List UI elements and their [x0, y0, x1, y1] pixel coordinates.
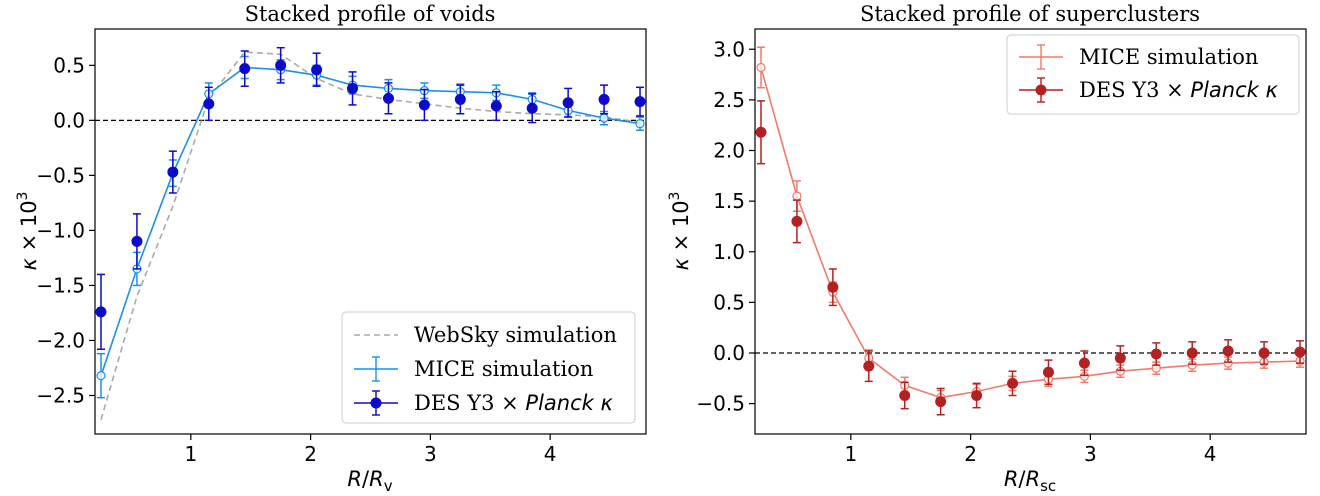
voids-series-2-point [562, 97, 574, 109]
des-sc-legend-label: DES Y3 × Planck κ [1079, 78, 1278, 102]
voids-series-2-point [311, 64, 323, 76]
voids-plot-area [95, 46, 646, 420]
superclusters-series-1-point [1258, 347, 1270, 359]
voids-panel: Stacked profile of voids 1 2 3 4 0.5 0.0 −0.5 −… [15, 2, 647, 495]
superclusters-y-tick-label: 1.0 [713, 240, 745, 264]
superclusters-plot-area [755, 46, 1306, 416]
voids-series-2-point [454, 93, 466, 105]
voids-series-2-point [598, 93, 610, 105]
superclusters-series-1-point [1114, 352, 1126, 364]
voids-legend-box [341, 311, 636, 424]
voids-series-2-point [347, 82, 359, 94]
voids-series-2-point [634, 96, 646, 108]
superclusters-y-tick-label: 0.5 [713, 290, 745, 314]
voids-series-2-point [167, 166, 179, 178]
superclusters-series-0-line [760, 67, 1301, 399]
voids-x-tick-label: 2 [304, 442, 317, 466]
des-sc-legend-swatch [1019, 77, 1063, 103]
voids-series-1-point [599, 113, 609, 123]
superclusters-series-1-point [1150, 348, 1162, 360]
superclusters-series-1-point [791, 215, 803, 227]
voids-series-1-point [96, 371, 106, 381]
voids-series-2-point [203, 98, 215, 110]
superclusters-x-tick-label: 2 [964, 442, 977, 466]
superclusters-series-0-point [792, 191, 802, 201]
superclusters-panel: Stacked profile of superclusters 1 2 3 4 3.0… [667, 2, 1307, 495]
superclusters-series-1-point [1222, 345, 1234, 357]
superclusters-axes-frame [754, 28, 1307, 435]
superclusters-y-tick-label: 2.5 [713, 88, 745, 112]
voids-series-1-point [635, 119, 645, 129]
superclusters-series-1-point [1294, 346, 1306, 358]
voids-chart-title: Stacked profile of voids [245, 2, 496, 26]
voids-series-2-point [490, 100, 502, 112]
superclusters-series-1-point [935, 396, 947, 408]
superclusters-series-1-point [899, 390, 911, 402]
superclusters-x-axis-label: R/Rsc [1004, 467, 1056, 495]
superclusters-series-1-point [827, 281, 839, 293]
voids-x-tick-label: 4 [544, 442, 557, 466]
websky-legend-label: WebSky simulation [414, 323, 617, 347]
mice-legend-swatch [354, 356, 398, 382]
superclusters-series-1-point [1042, 366, 1054, 378]
superclusters-y-tick-label: 2.0 [713, 139, 745, 163]
voids-series-2-point [275, 59, 287, 71]
superclusters-series-1-point [1078, 357, 1090, 369]
voids-y-tick-label: −2.5 [36, 383, 85, 407]
mice-sc-legend-swatch [1019, 44, 1063, 70]
voids-y-tick-label: 0.0 [53, 108, 85, 132]
voids-y-tick-label: −1.0 [36, 218, 85, 242]
voids-series-2-point [526, 102, 538, 114]
voids-legend: WebSky simulation MICE simulation DES Y3… [341, 311, 636, 424]
voids-x-axis-label: R/Rv [347, 467, 392, 495]
voids-series-1-line [100, 66, 641, 376]
voids-x-tick-label: 1 [184, 442, 197, 466]
voids-y-tick-label: −2.0 [36, 328, 85, 352]
voids-series-2-point [382, 92, 394, 104]
superclusters-y-tick-label: 1.5 [713, 189, 745, 213]
voids-series-0-line [100, 51, 641, 420]
superclusters-y-tick-label: 0.0 [713, 341, 745, 365]
des-legend-label: DES Y3 × Planck κ [414, 391, 613, 415]
voids-series-2-point [95, 306, 107, 318]
voids-y-tick-label: 0.5 [53, 53, 85, 77]
superclusters-legend: MICE simulation DES Y3 × Planck κ [1006, 34, 1300, 115]
voids-series-2-point [239, 63, 251, 75]
superclusters-x-tick-label: 3 [1084, 442, 1097, 466]
voids-series-2-point [131, 235, 143, 247]
voids-axes-frame [94, 28, 647, 435]
voids-x-tick-label: 3 [424, 442, 437, 466]
voids-series-2-point [418, 99, 430, 111]
superclusters-x-tick-label: 4 [1204, 442, 1217, 466]
superclusters-series-1-point [1186, 347, 1198, 359]
voids-y-axis-label: κ × 103 [15, 192, 41, 271]
superclusters-series-1-point [1007, 377, 1019, 389]
superclusters-axis-ticks: 1 2 3 4 3.0 2.5 2.0 1.5 1.0 0.5 0.0 −0.5 [696, 37, 1216, 466]
superclusters-y-tick-label: −0.5 [696, 392, 745, 416]
superclusters-series-1-point [863, 360, 875, 372]
superclusters-series-1-point [755, 126, 767, 138]
mice-sc-legend-label: MICE simulation [1079, 45, 1258, 69]
mice-legend-label: MICE simulation [414, 357, 593, 381]
superclusters-legend-box [1006, 34, 1300, 115]
voids-y-tick-label: −0.5 [36, 163, 85, 187]
des-legend-swatch [354, 390, 398, 416]
superclusters-x-tick-label: 1 [844, 442, 857, 466]
voids-y-tick-label: −1.5 [36, 273, 85, 297]
superclusters-y-tick-label: 3.0 [713, 37, 745, 61]
superclusters-y-axis-label: κ × 103 [667, 192, 693, 271]
voids-axis-ticks: 1 2 3 4 0.5 0.0 −0.5 −1.0 −1.5 −2.0 −2.5 [36, 53, 556, 466]
superclusters-series-0-point [756, 62, 766, 73]
superclusters-chart-title: Stacked profile of superclusters [860, 2, 1200, 26]
superclusters-series-1-point [971, 390, 983, 402]
